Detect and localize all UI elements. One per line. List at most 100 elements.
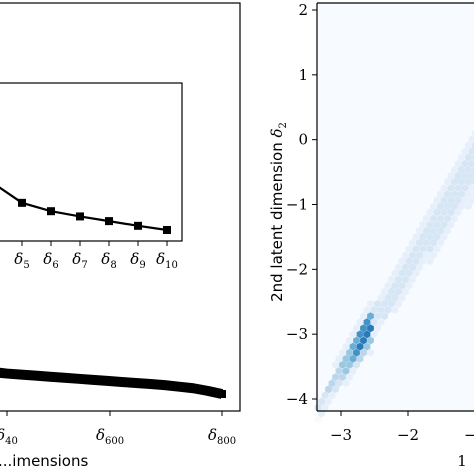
hexbin-cell xyxy=(360,324,367,333)
hexbin-cell xyxy=(374,336,381,345)
left-x-axis-label: ...imensions xyxy=(0,452,88,470)
hexbin-cell xyxy=(349,354,357,363)
hexbin-cell xyxy=(451,165,458,174)
hexbin-cell xyxy=(353,324,360,333)
inset-x-tick-label-sub: 9 xyxy=(139,260,145,271)
inset-x-tick-label: δ10 xyxy=(156,250,178,271)
hexbin-cell xyxy=(388,287,395,296)
hexbin-cell xyxy=(458,190,465,198)
hexbin-cell xyxy=(314,415,322,424)
hexbin-cell xyxy=(412,220,420,229)
hexbin-cell xyxy=(405,232,413,241)
hexbin-cell xyxy=(430,190,437,198)
hexbin-cell xyxy=(339,373,346,381)
inset-x-tick-label-sub: 8 xyxy=(110,260,116,271)
right-y-tick-label: 0 xyxy=(298,131,308,149)
hexbin-cell xyxy=(461,147,469,156)
left-x-tick-label: δ800 xyxy=(208,426,236,447)
inset-x-tick-label: δ9 xyxy=(130,250,145,271)
left-series-marker xyxy=(60,373,69,382)
hexbin-cell xyxy=(465,190,472,198)
hexbin-cell xyxy=(437,226,444,235)
hexbin-cell xyxy=(360,336,367,345)
hexbin-cell xyxy=(349,367,357,375)
hexbin-cell xyxy=(356,342,364,351)
hexbin-cell xyxy=(437,251,444,259)
hexbin-cell xyxy=(367,312,374,320)
hexbin-cell xyxy=(440,184,448,192)
hexbin-cell xyxy=(342,379,350,388)
hexbin-cell xyxy=(395,275,402,284)
left-series-marker xyxy=(103,376,112,385)
inset-x-tick-label-sub: 7 xyxy=(81,260,87,271)
hexbin-cell xyxy=(363,354,371,363)
hexbin-cell xyxy=(391,281,399,290)
hexbin-cell xyxy=(461,184,469,192)
hexbin-cell xyxy=(381,324,388,333)
hexbin-cell xyxy=(430,251,437,259)
hexbin-cell xyxy=(335,379,343,388)
hexbin-cell xyxy=(461,135,469,144)
left-series xyxy=(0,367,226,399)
hexbin-cell xyxy=(454,184,462,192)
hexbin-cell xyxy=(458,153,465,162)
hexbin-cell xyxy=(367,300,374,308)
hexbin-cell xyxy=(335,367,343,375)
right-x-ticks: −3 −2 −1 xyxy=(330,411,474,444)
hexbin-cell xyxy=(458,202,465,211)
hexbin-cell xyxy=(461,196,469,205)
hexbin-cell xyxy=(461,220,469,229)
hexbin-cell xyxy=(367,348,374,357)
hexbin-cell xyxy=(328,367,336,375)
hexbin-cell xyxy=(440,232,448,241)
right-y-tick-label: 2 xyxy=(298,1,308,19)
hexbin-cell xyxy=(402,263,409,272)
hexbin-cell xyxy=(318,397,325,406)
hexbin-cell xyxy=(454,220,462,229)
hexbin-cell xyxy=(468,171,474,180)
hexbin-cell xyxy=(468,184,474,192)
left-x-tick-label-sub: 40 xyxy=(5,436,18,447)
right-y-tick-label: 1 xyxy=(298,66,308,84)
hexbin-cell xyxy=(395,263,402,272)
hexbin-cell xyxy=(398,269,406,278)
hexbin-cell xyxy=(465,165,472,174)
hexbin-cell xyxy=(409,287,416,296)
hexbin-cell xyxy=(458,165,465,174)
hexbin-cell xyxy=(388,263,395,272)
hexbin-cell xyxy=(433,257,441,266)
left-series-marker xyxy=(89,375,97,384)
hexbin-cell xyxy=(419,220,427,229)
hexbin-cell xyxy=(458,141,465,150)
hexbin-cell xyxy=(342,342,350,351)
inset-x-tick-label-base: δ xyxy=(101,250,110,268)
hexbin-cell xyxy=(356,367,364,375)
hexbin-cell xyxy=(447,232,455,241)
hexbin-cell xyxy=(437,202,444,211)
hexbin-cell xyxy=(465,202,472,211)
left-series-marker xyxy=(132,379,140,387)
hexbin-cell xyxy=(363,306,371,314)
hexbin-cell xyxy=(423,239,430,247)
inset-x-tick-label: δ7 xyxy=(72,250,87,271)
hexbin-cell xyxy=(402,239,409,247)
inset-series-marker xyxy=(105,217,113,226)
hexbin-cell xyxy=(451,190,458,198)
left-series-marker xyxy=(203,386,212,395)
hexbin-cell xyxy=(391,293,399,302)
hexbin-cell xyxy=(353,361,360,369)
hexbin-density xyxy=(314,3,474,424)
inset-x-tick-label-base: δ xyxy=(43,250,52,268)
left-series-marker xyxy=(146,380,155,389)
hexbin-cell xyxy=(398,281,406,290)
hexbin-cell xyxy=(353,336,360,345)
hexbin-cell xyxy=(468,147,474,156)
hexbin-cell xyxy=(447,159,455,168)
hexbin-cell xyxy=(416,239,423,247)
hexbin-cell xyxy=(332,385,339,394)
hexbin-cell xyxy=(447,171,455,180)
hexbin-cell xyxy=(461,159,469,168)
hexbin-cell xyxy=(405,281,413,290)
hexbin-cell xyxy=(349,342,357,351)
hexbin-cell xyxy=(419,208,427,217)
